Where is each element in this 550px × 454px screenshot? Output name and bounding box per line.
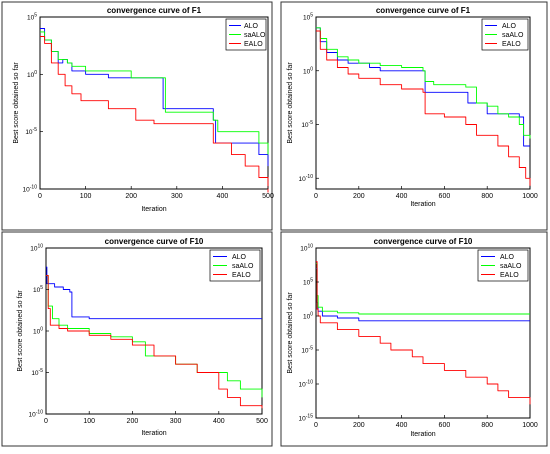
x-axis-label: Iteration	[141, 430, 166, 437]
y-axis-label: Best score obtained so far	[13, 62, 20, 144]
series-line-ealo	[316, 30, 531, 186]
legend-label-alo: ALO	[502, 23, 517, 30]
tick-layer: 0 100 200 300 400 500 10-10 10-5 100 105	[23, 13, 274, 201]
y-tick-label: 10-5	[301, 120, 313, 129]
series-line-ealo	[316, 261, 531, 405]
chart-title: convergence curve of F10	[374, 237, 473, 246]
legend-label-saalo: saALO	[232, 263, 254, 270]
x-tick-label: 0	[314, 422, 318, 429]
x-axis-label: Iteration	[410, 431, 435, 438]
panel-frame-3	[1, 231, 273, 447]
legend: ALO saALO EALO	[477, 249, 529, 282]
y-tick-label: 105	[303, 278, 313, 287]
x-tick-label: 400	[396, 422, 408, 429]
y-tick-label: 10-5	[25, 127, 37, 136]
x-tick-label: 200	[353, 422, 365, 429]
x-axis-label: Iteration	[410, 201, 435, 208]
series-layer	[316, 261, 531, 405]
legend-label-ealo: EALO	[500, 272, 519, 279]
chart-panel-3: convergence curve of F10 0 100 200 300 400 50…	[17, 237, 268, 437]
y-tick-label: 105	[33, 285, 43, 294]
x-tick-label: 0	[314, 193, 318, 200]
x-tick-label: 500	[262, 193, 274, 200]
legend-label-alo: ALO	[244, 23, 259, 30]
x-tick-label: 500	[256, 418, 268, 425]
x-tick-label: 400	[396, 193, 408, 200]
tick-layer: 0 200 400 600 800 1000 10-10 10-5 100 105	[299, 13, 538, 201]
legend: ALO saALO EALO	[209, 249, 261, 282]
x-tick-label: 800	[481, 422, 493, 429]
y-tick-label: 1010	[300, 244, 313, 253]
y-tick-label: 105	[27, 13, 37, 22]
legend-label-saalo: saALO	[502, 32, 524, 39]
panel-frame-1	[1, 1, 273, 231]
x-tick-label: 600	[439, 193, 451, 200]
tick-layer: 0 200 400 600 800 1000 10-15 10-10 10-5 100 105 101…	[299, 244, 538, 430]
y-axis-label: Best score obtained so far	[17, 290, 24, 372]
y-tick-label: 1010	[30, 244, 43, 253]
x-axis-label: Iteration	[141, 206, 166, 213]
x-tick-label: 1000	[522, 193, 538, 200]
x-tick-label: 400	[217, 193, 229, 200]
x-tick-label: 0	[38, 193, 42, 200]
y-tick-label: 10-5	[31, 368, 43, 377]
series-layer	[40, 28, 269, 193]
panel-borders	[1, 1, 548, 447]
legend-label-ealo: EALO	[232, 272, 251, 279]
y-axis-label: Best score obtained so far	[287, 62, 294, 144]
y-tick-label: 10-15	[299, 414, 314, 423]
legend-label-alo: ALO	[500, 254, 515, 261]
y-tick-label: 10-5	[301, 346, 313, 355]
y-tick-label: 100	[27, 70, 37, 79]
legend: ALO saALO EALO	[225, 18, 267, 51]
y-tick-label: 10-10	[299, 380, 314, 389]
y-tick-label: 100	[33, 327, 43, 336]
chart-title: convergence curve of F1	[107, 6, 202, 15]
y-tick-label: 10-10	[23, 185, 38, 194]
series-line-alo	[46, 266, 262, 320]
legend: ALO saALO EALO	[481, 18, 529, 51]
x-tick-label: 100	[80, 193, 92, 200]
y-tick-label: 100	[303, 312, 313, 321]
legend-label-ealo: EALO	[244, 41, 263, 48]
x-tick-label: 100	[83, 418, 95, 425]
x-tick-label: 300	[170, 418, 182, 425]
y-tick-label: 100	[303, 66, 313, 75]
x-tick-label: 600	[439, 422, 451, 429]
legend-label-alo: ALO	[232, 254, 247, 261]
legend-label-saalo: saALO	[500, 263, 522, 270]
series-line-ealo	[40, 36, 269, 193]
x-tick-label: 1000	[522, 422, 538, 429]
x-tick-label: 0	[44, 418, 48, 425]
panel-frame-4	[280, 231, 548, 447]
x-tick-label: 400	[213, 418, 225, 425]
series-line-saalo	[316, 27, 531, 139]
series-line-ealo	[46, 274, 263, 409]
y-tick-label: 10-10	[299, 174, 314, 183]
legend-box	[225, 18, 267, 51]
legend-label-ealo: EALO	[502, 41, 521, 48]
y-axis-label: Best score obtained so far	[287, 292, 294, 374]
chart-panel-1: convergence curve of F1 0 100 200 300 400 500…	[13, 6, 274, 213]
series-line-saalo	[46, 274, 263, 398]
chart-title: convergence curve of F10	[105, 237, 204, 246]
x-tick-label: 800	[481, 193, 493, 200]
chart-panel-2: convergence curve of F1 0 200 400 600 800 100…	[287, 6, 538, 208]
y-tick-label: 105	[303, 13, 313, 22]
series-layer	[316, 27, 531, 186]
x-tick-label: 200	[353, 193, 365, 200]
x-tick-label: 200	[127, 418, 139, 425]
panel-frame-2	[280, 1, 548, 231]
x-tick-label: 300	[171, 193, 183, 200]
series-layer	[46, 266, 263, 409]
x-tick-label: 200	[125, 193, 137, 200]
y-tick-label: 10-10	[29, 410, 44, 419]
tick-layer: 0 100 200 300 400 500 10-10 10-5 100 105 1010	[29, 244, 268, 426]
legend-label-saalo: saALO	[244, 32, 266, 39]
chart-panel-4: convergence curve of F10 0 200 400 600 800 10…	[287, 237, 538, 438]
series-line-saalo	[40, 31, 269, 155]
chart-title: convergence curve of F1	[376, 6, 471, 15]
